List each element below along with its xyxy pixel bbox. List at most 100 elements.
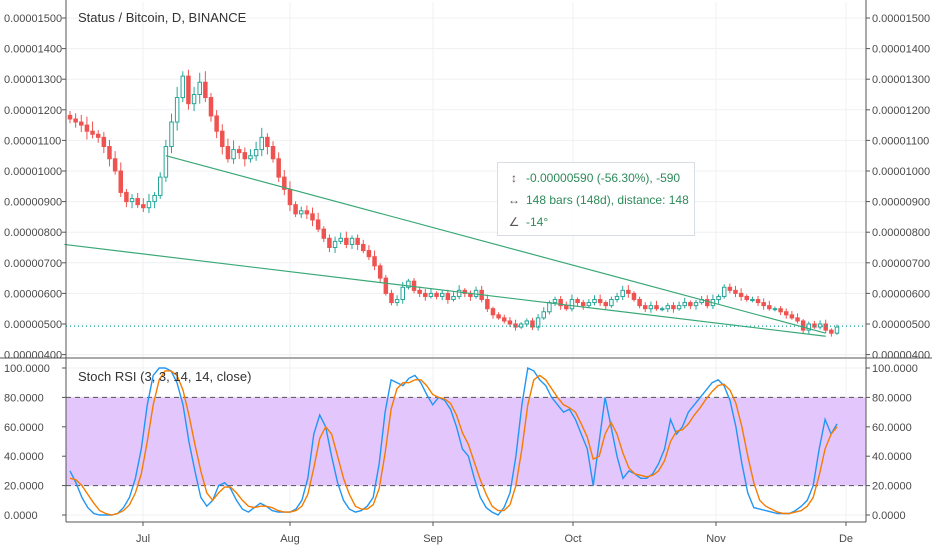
candle-body xyxy=(236,149,242,154)
axis-tick-label: 80.0000 xyxy=(4,392,44,404)
axis-tick-label: 0.00000500 xyxy=(4,319,62,331)
axis-tick-label: 60.0000 xyxy=(872,422,912,434)
time-tick-label: De xyxy=(839,533,853,545)
candle-body xyxy=(129,198,135,203)
candle-body xyxy=(270,146,276,160)
candle-body xyxy=(800,320,806,331)
candle-body xyxy=(163,146,169,178)
candle-body xyxy=(112,158,118,172)
candle-body xyxy=(338,237,343,242)
candle-body xyxy=(372,256,377,267)
axis-tick-label: 0.00001000 xyxy=(872,166,930,178)
candle-body xyxy=(524,320,530,325)
candle-body xyxy=(423,292,428,297)
candle-body xyxy=(456,289,462,297)
candle-body xyxy=(439,292,445,297)
candle-body xyxy=(541,311,546,319)
candle-body xyxy=(400,286,405,301)
stoch-rsi-k-line xyxy=(69,366,838,516)
candle-body xyxy=(135,198,140,206)
candle-body xyxy=(761,302,766,307)
stoch-rsi-d-line xyxy=(69,370,838,516)
candle-body xyxy=(586,302,592,307)
time-tick-label: Sep xyxy=(423,533,443,545)
candle-body xyxy=(186,75,191,105)
candle-body xyxy=(727,286,733,291)
candle-body xyxy=(157,176,163,196)
candle-body xyxy=(90,130,95,135)
candle-body xyxy=(276,158,281,178)
axis-tick-label: 0.00000700 xyxy=(872,258,930,270)
measure-bars: 148 bars (148d), distance: 148 xyxy=(526,193,689,207)
axis-tick-label: 40.0000 xyxy=(4,451,44,463)
candle-body xyxy=(73,118,78,123)
axis-tick-label: 0.00000400 xyxy=(4,350,62,362)
candle-body xyxy=(614,295,620,301)
axis-tick-label: 0.00000400 xyxy=(872,350,930,362)
axis-tick-label: 20.0000 xyxy=(4,481,44,493)
candle-body xyxy=(643,305,648,310)
candle-body xyxy=(107,146,112,160)
candle-body xyxy=(823,323,828,331)
axis-tick-label: 0.00000700 xyxy=(4,258,62,270)
measure-tooltip: ↕ -0.00000590 (-56.30%), -590 ↔ 148 bars (… xyxy=(497,162,695,236)
measure-price-change: -0.00000590 (-56.30%), -590 xyxy=(526,171,681,185)
candle-body xyxy=(744,295,750,301)
axis-tick-label: 100.0000 xyxy=(872,363,918,375)
axis-tick-label: 0.00001100 xyxy=(4,135,61,147)
candle-body xyxy=(197,81,202,96)
candle-body xyxy=(304,210,310,215)
axis-tick-label: 0.00000900 xyxy=(4,197,62,209)
rsi-axis-right: 100.0000 80.0000 60.0000 40.0000 20.0000 0.00… xyxy=(866,363,918,522)
candle-body xyxy=(552,299,558,304)
axis-tick-label: 0.00000800 xyxy=(872,227,930,239)
axis-tick-label: 0.00001300 xyxy=(872,74,930,86)
time-tick-label: Oct xyxy=(564,533,581,545)
candle-body xyxy=(631,292,637,301)
chart-frame xyxy=(0,0,932,523)
candle-body xyxy=(152,194,157,203)
time-tick-label: Aug xyxy=(280,533,300,545)
candle-body xyxy=(293,204,298,215)
axis-tick-label: 0.00001500 xyxy=(872,13,930,25)
candle-body xyxy=(146,201,152,209)
candle-body xyxy=(829,329,834,334)
measure-angle-row: ∠ -14° xyxy=(506,212,549,232)
time-tick-label: Nov xyxy=(706,533,726,545)
candle-body xyxy=(575,299,580,304)
trendlines xyxy=(64,155,826,337)
stoch-rsi-lines xyxy=(69,366,838,516)
candle-body xyxy=(767,305,772,310)
axis-tick-label: 0.00000900 xyxy=(872,197,930,209)
candle-body xyxy=(648,305,654,310)
candle-body xyxy=(564,305,569,310)
candle-body xyxy=(389,292,394,304)
trendline xyxy=(64,243,826,337)
overbought-oversold-band xyxy=(66,397,866,486)
axis-tick-label: 20.0000 xyxy=(872,481,912,493)
axis-tick-label: 0.00000800 xyxy=(4,227,62,239)
candle-body xyxy=(118,170,124,193)
axis-tick-label: 0.0000 xyxy=(872,510,906,522)
candle-body xyxy=(191,94,197,105)
candle-body xyxy=(332,240,338,249)
candle-body xyxy=(366,250,372,258)
candle-body xyxy=(535,317,541,328)
candle-body xyxy=(344,237,349,245)
axis-tick-label: 0.00001200 xyxy=(4,105,62,117)
candle-body xyxy=(428,292,434,297)
chart-title: Status / Bitcoin, D, BINANCE xyxy=(78,10,247,25)
candle-body xyxy=(609,299,614,307)
candle-body xyxy=(231,149,236,160)
candle-body xyxy=(772,308,778,311)
candle-body xyxy=(180,75,186,99)
angle-icon: ∠ xyxy=(508,215,520,229)
price-axis-right: 0.00001500 0.00001400 0.00001300 0.00001200… xyxy=(866,13,930,362)
candle-body xyxy=(721,286,727,297)
candle-body xyxy=(682,302,687,307)
time-axis: Jul Aug Sep Oct Nov De xyxy=(136,522,853,545)
candle-body xyxy=(603,302,609,307)
price-axis-left: 0.00001500 0.00001400 0.00001300 0.00001200… xyxy=(4,13,66,362)
axis-tick-label: 0.00000600 xyxy=(872,288,930,300)
